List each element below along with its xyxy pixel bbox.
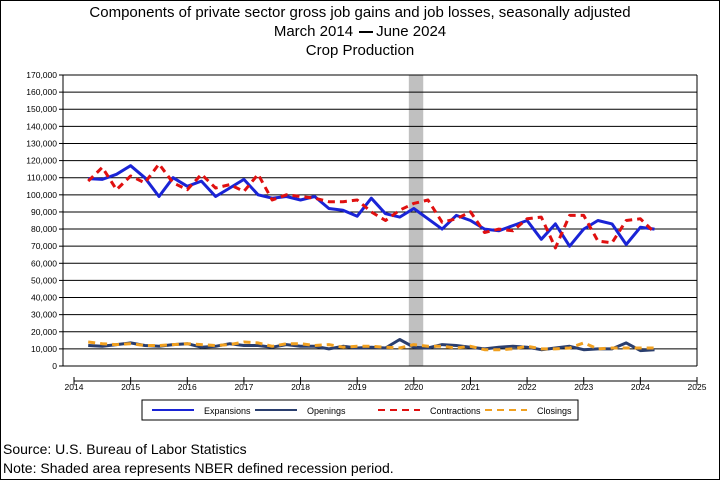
y-tick-label: 70,000 xyxy=(31,241,57,251)
subtitle-end: June 2024 xyxy=(376,23,447,40)
recession-note: Note: Shaded area represents NBER define… xyxy=(3,460,394,476)
recession-shading xyxy=(408,75,424,366)
series-line-openings xyxy=(88,338,655,353)
x-tick-label: 2025 xyxy=(688,382,707,392)
x-tick-label: 2022 xyxy=(518,382,537,392)
chart-subtitle: March 2014 June 2024 xyxy=(0,22,720,41)
series-line-contractions xyxy=(87,162,656,250)
chart-titles: Components of private sector gross job g… xyxy=(0,3,720,60)
y-tick-label: 50,000 xyxy=(31,275,57,285)
y-tick-label: 130,000 xyxy=(26,138,57,148)
y-tick-label: 110,000 xyxy=(27,173,57,183)
x-tick-label: 2018 xyxy=(291,382,310,392)
y-tick-label: 150,000 xyxy=(26,104,57,114)
chart-caption: Crop Production xyxy=(305,42,415,59)
x-tick-label: 2019 xyxy=(348,382,367,392)
y-tick-label: 10,000 xyxy=(31,344,57,354)
x-tick-label: 2020 xyxy=(404,382,423,392)
y-tick-label: 100,000 xyxy=(26,190,57,200)
legend-label-expansions: Expansions xyxy=(204,406,251,416)
legend-label-openings: Openings xyxy=(307,406,346,416)
x-tick-label: 2023 xyxy=(574,382,593,392)
y-tick-label: 40,000 xyxy=(31,293,57,303)
y-tick-label: 60,000 xyxy=(31,258,57,268)
y-tick-label: 160,000 xyxy=(26,87,57,97)
source-note: Source: U.S. Bureau of Labor Statistics xyxy=(3,441,247,457)
y-tick-label: 120,000 xyxy=(26,156,57,166)
y-tick-label: 80,000 xyxy=(31,224,57,234)
series-line-expansions xyxy=(88,164,655,248)
legend-box xyxy=(141,399,579,421)
x-tick-label: 2015 xyxy=(121,382,140,392)
x-tick-label: 2016 xyxy=(178,382,197,392)
y-tick-label: 0 xyxy=(52,361,57,371)
legend-label-contractions: Contractions xyxy=(430,406,481,416)
subtitle-dash-glyph xyxy=(359,31,374,34)
legend-label-closings: Closings xyxy=(537,406,572,416)
subtitle-start: March 2014 xyxy=(273,23,354,40)
y-tick-label: 30,000 xyxy=(31,310,57,320)
y-tick-label: 20,000 xyxy=(31,327,57,337)
x-tick-label: 2014 xyxy=(65,382,84,392)
x-tick-label: 2017 xyxy=(234,382,253,392)
chart-title: Components of private sector gross job g… xyxy=(89,4,631,21)
legend: Expansions Openings Contractions Closings xyxy=(141,399,579,421)
y-tick-label: 90,000 xyxy=(31,207,57,217)
x-tick-label: 2021 xyxy=(461,382,480,392)
y-tick-label: 170,000 xyxy=(26,70,57,80)
y-tick-label: 140,000 xyxy=(26,121,57,131)
x-tick-label: 2024 xyxy=(631,382,650,392)
footer: Source: U.S. Bureau of Labor Statistics … xyxy=(3,440,394,478)
